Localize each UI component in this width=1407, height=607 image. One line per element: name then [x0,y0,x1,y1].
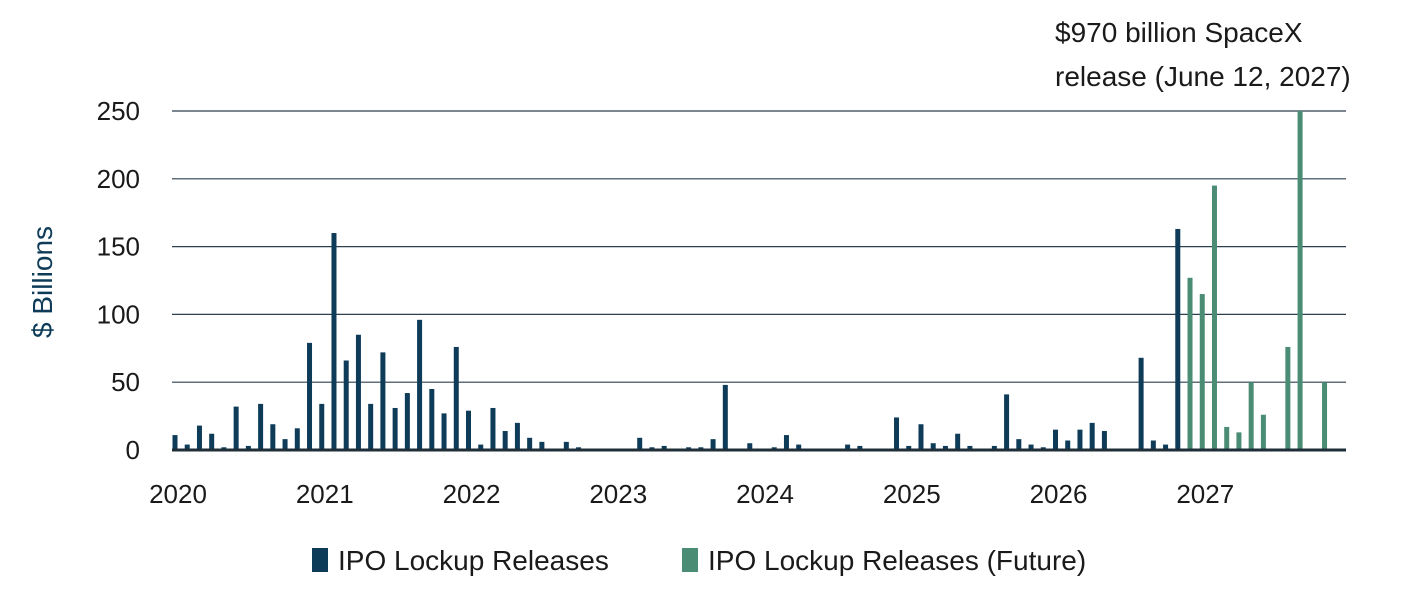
legend: IPO Lockup Releases IPO Lockup Releases … [312,545,1086,576]
x-axis-ticks: 2020 2021 2022 2023 2024 2025 2026 2027 [149,479,1234,509]
annotation-line-2: release (June 12, 2027) [1055,61,1351,92]
bar-released [502,431,508,450]
bar-future [1211,185,1217,450]
x-tick-label: 2022 [443,479,501,509]
bar-released [796,444,802,450]
bar-released [722,384,728,450]
bar-released [1089,422,1095,450]
legend-label-released: IPO Lockup Releases [338,545,609,576]
bar-released [453,346,459,450]
bar-released [380,352,386,450]
bar-future [1236,432,1242,450]
bar-future [1224,426,1230,450]
y-axis-ticks: 0 50 100 150 200 250 [97,96,140,465]
bar-released [1028,444,1034,450]
bar-released [1016,439,1022,450]
bar-released [184,444,190,450]
bar-released [404,393,410,450]
bar-released [490,407,496,450]
bar-released [563,441,569,450]
x-tick-label: 2023 [589,479,647,509]
bar-released [270,424,276,450]
y-tick-label: 150 [97,232,140,262]
bar-released [1004,394,1010,450]
bar-released [857,445,863,450]
bar-future [1285,346,1291,450]
x-tick-label: 2025 [883,479,941,509]
legend-swatch-released [312,548,328,572]
bar-released [1053,429,1058,450]
x-tick-label: 2027 [1176,479,1234,509]
bar-released [307,342,313,450]
y-axis-label: $ Billions [27,226,58,338]
bar-released [209,433,215,450]
bar-future [1322,382,1328,450]
bar-released [991,445,997,450]
bar-released [331,233,337,450]
bar-released [466,410,471,450]
bar-released [747,443,753,450]
bar-released [710,439,716,450]
bar-released [845,444,851,450]
bar-future [1248,382,1254,450]
bar-released [172,435,178,450]
bar-released [1138,357,1144,450]
bar-released [1163,444,1169,450]
bar-future [1187,277,1193,450]
y-tick-label: 100 [97,299,140,329]
spacex-annotation: $970 billion SpaceX release (June 12, 20… [1055,17,1351,92]
bar-released [258,403,264,450]
bar-released [478,444,484,450]
bar-released [1077,429,1083,450]
bars [172,111,1328,450]
bar-released [1065,440,1071,450]
bar-released [245,445,251,450]
bar-released [783,435,789,450]
bar-released [355,334,361,450]
y-tick-label: 0 [126,435,140,465]
bar-future [1297,111,1303,450]
x-tick-label: 2026 [1030,479,1088,509]
bar-released [918,424,924,450]
bar-released [930,443,936,450]
bar-released [955,433,961,450]
y-tick-label: 250 [97,96,140,126]
bar-released [417,319,423,450]
bar-future [1199,294,1205,450]
bar-released [637,437,643,450]
bar-released [368,403,374,450]
bar-released [906,445,912,450]
bar-released [429,388,435,450]
bar-released [539,441,545,450]
legend-swatch-future [682,548,698,572]
bar-released [282,439,288,450]
annotation-line-1: $970 billion SpaceX [1055,17,1303,48]
bar-released [294,428,300,450]
bar-future [1260,414,1266,450]
x-tick-label: 2024 [736,479,794,509]
y-tick-label: 200 [97,164,140,194]
legend-label-future: IPO Lockup Releases (Future) [708,545,1086,576]
bar-released [392,407,398,450]
bar-released [1175,228,1181,450]
bar-released [942,445,948,450]
bar-released [514,422,520,450]
bar-released [967,445,973,450]
bar-released [233,406,239,450]
bar-released [1150,440,1156,450]
y-tick-label: 50 [111,367,140,397]
gridlines [172,110,1346,383]
bar-released [441,413,447,450]
bar-released [196,425,202,450]
bar-released [661,445,667,450]
bar-released [343,360,349,450]
x-tick-label: 2021 [296,479,354,509]
bar-released [894,417,900,450]
x-tick-label: 2020 [149,479,207,509]
bar-released [527,437,533,450]
bar-released [319,403,325,450]
bar-released [1101,431,1107,450]
